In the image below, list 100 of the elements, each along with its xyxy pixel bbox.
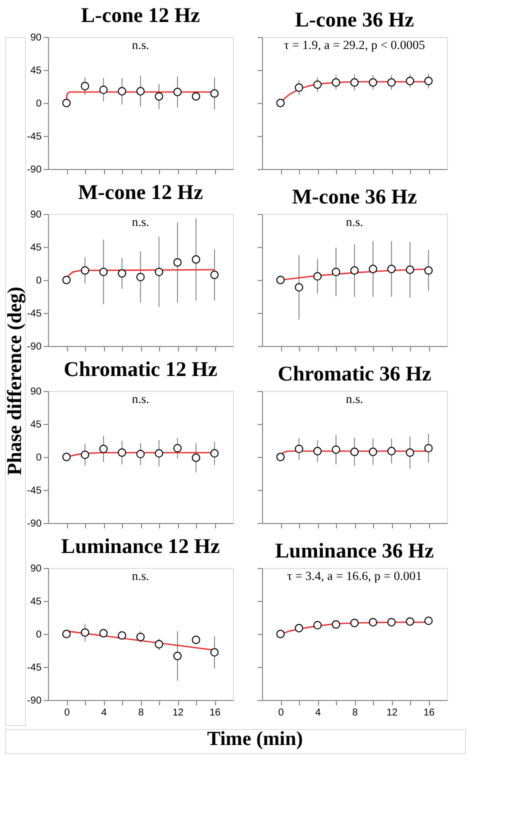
x-tick-label: 4: [315, 708, 322, 718]
point: [276, 276, 285, 284]
point: [173, 652, 182, 660]
point: [210, 648, 219, 657]
chart-title: Chromatic 36 Hz: [278, 362, 432, 386]
y-tick-label: 45: [30, 66, 42, 76]
y-tick-label: 45: [30, 242, 42, 254]
annotation: τ = 3.4, a = 16.6, p = 0.001: [287, 569, 422, 583]
y-tick-label: 0: [36, 98, 42, 110]
point: [387, 446, 396, 456]
x-tick-label: 8: [138, 708, 144, 718]
point: [294, 444, 304, 454]
point: [136, 632, 145, 642]
point: [136, 450, 145, 458]
y-tick-label: -45: [27, 132, 42, 142]
point: [62, 452, 71, 462]
y-tick-label: 0: [36, 630, 42, 640]
point: [332, 620, 340, 629]
y-axis-title: Phase difference (deg): [4, 286, 26, 476]
point: [118, 631, 126, 640]
x-tick-label: 0: [278, 708, 284, 718]
point: [154, 268, 164, 276]
point: [313, 446, 322, 456]
x-tick-label: 16: [423, 708, 435, 718]
x-tick-label: 12: [386, 708, 398, 718]
x-tick-label: 0: [64, 708, 70, 718]
point: [424, 616, 433, 625]
point: [99, 629, 108, 638]
annotation: n.s.: [346, 392, 364, 406]
point: [294, 83, 304, 92]
point: [210, 270, 219, 280]
point: [136, 272, 145, 282]
y-tick-label: -90: [27, 342, 42, 352]
chart-title: L-cone 12 Hz: [81, 3, 200, 27]
point: [276, 630, 285, 638]
annotation: τ = 1.9, a = 29.2, p < 0.0005: [284, 38, 426, 52]
point: [368, 448, 378, 456]
annotation: n.s.: [132, 569, 150, 583]
point: [368, 618, 378, 626]
point: [387, 264, 396, 274]
point: [350, 618, 359, 628]
point: [332, 268, 340, 276]
point: [387, 618, 396, 626]
annotation: n.s.: [132, 392, 150, 406]
annotation: n.s.: [346, 215, 364, 229]
point: [118, 448, 126, 457]
y-tick-label: -90: [27, 518, 42, 530]
y-tick-label: 0: [36, 452, 42, 464]
x-axis-title: Time (min): [207, 728, 303, 750]
point: [173, 258, 182, 267]
x-tick-label: 16: [209, 708, 221, 718]
point: [424, 444, 433, 452]
y-tick-label: 0: [36, 276, 42, 286]
point: [424, 266, 433, 275]
point: [192, 454, 200, 462]
chart-title: Chromatic 12 Hz: [64, 357, 218, 381]
point: [136, 87, 145, 96]
y-tick-label: 90: [30, 386, 42, 398]
point: [276, 452, 285, 462]
point: [294, 624, 304, 632]
y-tick-label: 90: [30, 210, 42, 220]
point: [62, 98, 71, 108]
y-tick-label: 45: [30, 420, 42, 430]
chart-title: L-cone 36 Hz: [295, 8, 414, 32]
chart-title: Luminance 12 Hz: [61, 534, 220, 558]
point: [154, 92, 164, 101]
point: [406, 448, 414, 457]
point: [118, 269, 126, 278]
point: [313, 272, 322, 281]
point: [294, 283, 304, 292]
point: [173, 444, 182, 452]
point: [192, 92, 200, 101]
point: [173, 88, 182, 96]
point: [210, 89, 219, 98]
y-tick-label: 90: [30, 32, 42, 44]
point: [350, 266, 359, 275]
point: [62, 276, 71, 284]
point: [210, 449, 219, 458]
annotation: n.s.: [132, 215, 150, 229]
chart-title: Luminance 36 Hz: [275, 538, 434, 562]
y-tick-label: -90: [27, 696, 42, 706]
x-tick-label: 12: [172, 708, 184, 718]
point: [332, 445, 340, 454]
y-tick-label: -45: [27, 662, 42, 674]
point: [387, 78, 396, 87]
point: [80, 82, 90, 90]
point: [62, 630, 71, 638]
point: [118, 87, 126, 96]
point: [80, 628, 90, 637]
y-tick-label: -45: [27, 486, 42, 496]
annotation: n.s.: [132, 38, 150, 52]
x-tick-label: 8: [352, 708, 358, 718]
point: [80, 266, 90, 275]
point: [80, 450, 90, 459]
point: [192, 255, 200, 264]
y-tick-label: -45: [27, 308, 42, 320]
point: [154, 640, 164, 648]
point: [350, 448, 359, 456]
y-tick-label: 45: [30, 596, 42, 608]
point: [192, 636, 200, 644]
